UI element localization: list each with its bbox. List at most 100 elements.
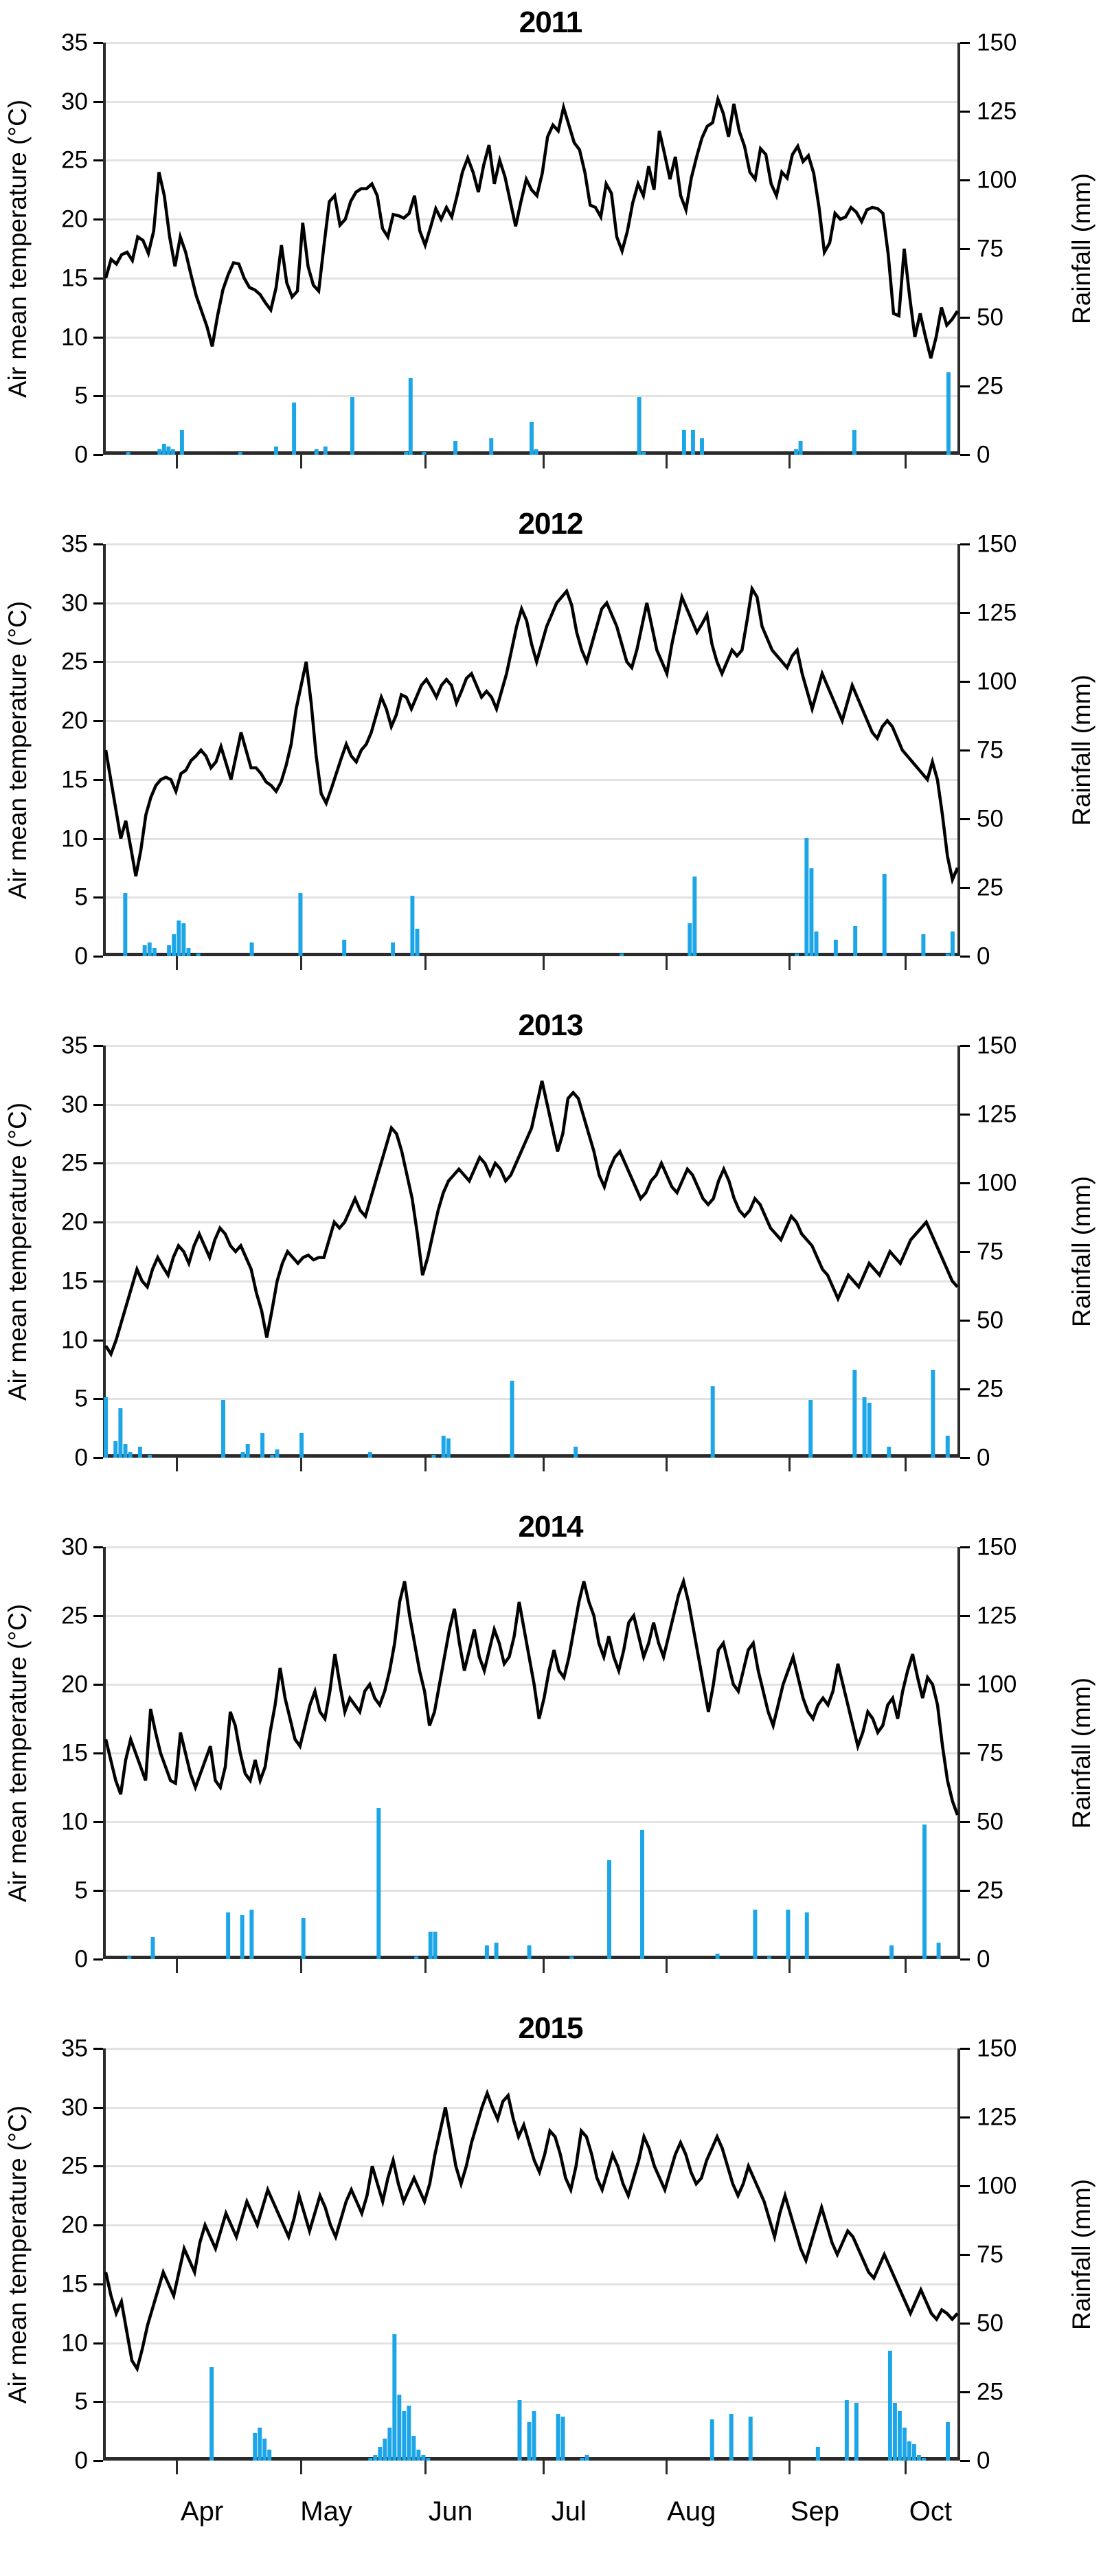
plot-area: Air mean temperature (°C) Rainfall (mm) 0 5… [0, 1034, 1101, 1471]
rainfall-bar [373, 2455, 378, 2461]
rainfall-bar [907, 2441, 911, 2461]
x-tick-mark [424, 2461, 427, 2474]
y-tick-mark-left [93, 720, 103, 723]
y-tick-mark-left [93, 454, 103, 456]
rainfall-bar [253, 2433, 258, 2461]
y-tick-mark-left [93, 543, 103, 545]
y-tick-label-left: 5 [74, 2388, 88, 2415]
gridline [106, 1615, 957, 1617]
y-axis-label-right: Rainfall (mm) [1061, 43, 1101, 455]
y-tick-label-left: 30 [61, 589, 88, 617]
y-tick-label-left: 20 [61, 205, 88, 233]
y-tick-mark-right [960, 1320, 970, 1322]
rainfall-bar [637, 397, 642, 455]
gridline [106, 1546, 957, 1548]
rainfall-bar [262, 2439, 267, 2461]
y-tick-label-left: 10 [61, 1808, 88, 1835]
y-axis-ticks-right: 0 25 50 75 100 125 150 [960, 532, 1029, 969]
rainfall-bar [556, 2414, 560, 2461]
y-axis-label-right-text: Rainfall (mm) [1067, 675, 1096, 826]
y-tick-label-right: 75 [977, 1238, 1003, 1265]
rainfall-bar [867, 1403, 872, 1458]
rainfall-bars [126, 372, 951, 455]
x-tick-mark [543, 1959, 545, 1973]
rainfall-bar [323, 447, 328, 455]
y-tick-label-right: 0 [977, 1444, 990, 1471]
y-tick-label-right: 25 [977, 372, 1003, 400]
x-tick-mark [176, 1959, 179, 1973]
y-tick-mark-left [93, 1339, 103, 1342]
x-tick-mark [665, 1959, 668, 1973]
y-tick-mark-left [93, 778, 103, 781]
plot-area: Air mean temperature (°C) Rainfall (mm) 0 5… [0, 1535, 1101, 1973]
rainfall-bar [527, 2422, 532, 2461]
y-axis-ticks-left: 0 5 10 15 20 25 30 35 [40, 1034, 103, 1470]
x-tick-label: Jul [551, 2496, 587, 2527]
y-tick-mark-right [960, 2391, 970, 2393]
x-tick-mark [904, 455, 907, 468]
gridline [106, 1162, 957, 1165]
rainfall-bar [367, 1452, 372, 1458]
y-tick-label-left: 15 [61, 1267, 88, 1295]
axes-frame [103, 42, 960, 455]
rainfall-bar [517, 2400, 522, 2461]
panel-title: 2011 [519, 5, 582, 39]
x-tick-mark [176, 1458, 179, 1471]
rainfall-bar [446, 1438, 451, 1458]
y-tick-label-right: 75 [977, 1739, 1003, 1767]
y-tick-label-right: 50 [977, 2309, 1003, 2337]
rainfall-bar [808, 1400, 813, 1458]
rainfall-bar [862, 1397, 867, 1458]
rainfall-bar [809, 868, 814, 956]
x-tick-label: Apr [180, 2496, 224, 2527]
rainfall-bar [258, 2428, 262, 2461]
rainfall-bar [560, 2417, 565, 2461]
y-tick-label-left: 15 [61, 2270, 88, 2298]
rainfall-bar [407, 2406, 411, 2461]
rainfall-bar [489, 438, 494, 455]
rainfall-bar [196, 953, 201, 956]
temperature-line [106, 2093, 957, 2369]
rainfall-bar [118, 1408, 123, 1458]
y-tick-mark-right [960, 956, 970, 958]
rainfall-bar [815, 2447, 820, 2461]
rainfall-bar [411, 2436, 416, 2461]
rainfall-bar [931, 1370, 935, 1458]
y-tick-mark-right [960, 1457, 970, 1459]
gridline [106, 1821, 957, 1823]
y-tick-mark-left [93, 2401, 103, 2404]
y-tick-label-left: 15 [61, 264, 88, 292]
y-axis-label-left: Air mean temperature (°C) [0, 1046, 38, 1458]
rainfall-bar [902, 2428, 907, 2461]
y-axis-ticks-right: 0 25 50 75 100 125 150 [960, 1034, 1029, 1470]
y-tick-label-right: 0 [977, 2447, 990, 2474]
y-tick-label-right: 125 [977, 2103, 1017, 2131]
y-tick-mark-right [960, 1182, 970, 1184]
rainfall-bar [226, 1912, 231, 1959]
rainfall-bar [710, 2419, 714, 2461]
y-tick-mark-left [93, 1221, 103, 1224]
gridline [106, 277, 957, 280]
y-tick-mark-left [93, 100, 103, 103]
y-tick-label-left: 0 [74, 2447, 88, 2474]
gridline [106, 720, 957, 723]
year-panel: 2012 Air mean temperature (°C) Rainfall (m… [0, 501, 1101, 1003]
rainfall-bar [753, 1910, 758, 1959]
y-tick-label-left: 25 [61, 2152, 88, 2180]
rainfall-bar [804, 838, 809, 956]
gridline [106, 896, 957, 899]
rainfall-bar [794, 449, 799, 455]
plot-area: Air mean temperature (°C) Rainfall (mm) 0 5… [0, 532, 1101, 970]
rainfall-bar [240, 1915, 245, 1959]
x-tick-mark [543, 956, 545, 970]
rainfall-bar [692, 877, 697, 956]
rainfall-bar [795, 953, 799, 956]
y-tick-mark-right [960, 1958, 970, 1961]
rainfall-bar [844, 2400, 849, 2461]
rainfall-bar [397, 2395, 402, 2461]
panel-title: 2014 [518, 1510, 584, 1544]
rainfall-bar [123, 893, 128, 956]
x-tick-mark [904, 956, 907, 970]
y-tick-mark-right [960, 1388, 970, 1390]
rainfall-bar [391, 942, 396, 956]
